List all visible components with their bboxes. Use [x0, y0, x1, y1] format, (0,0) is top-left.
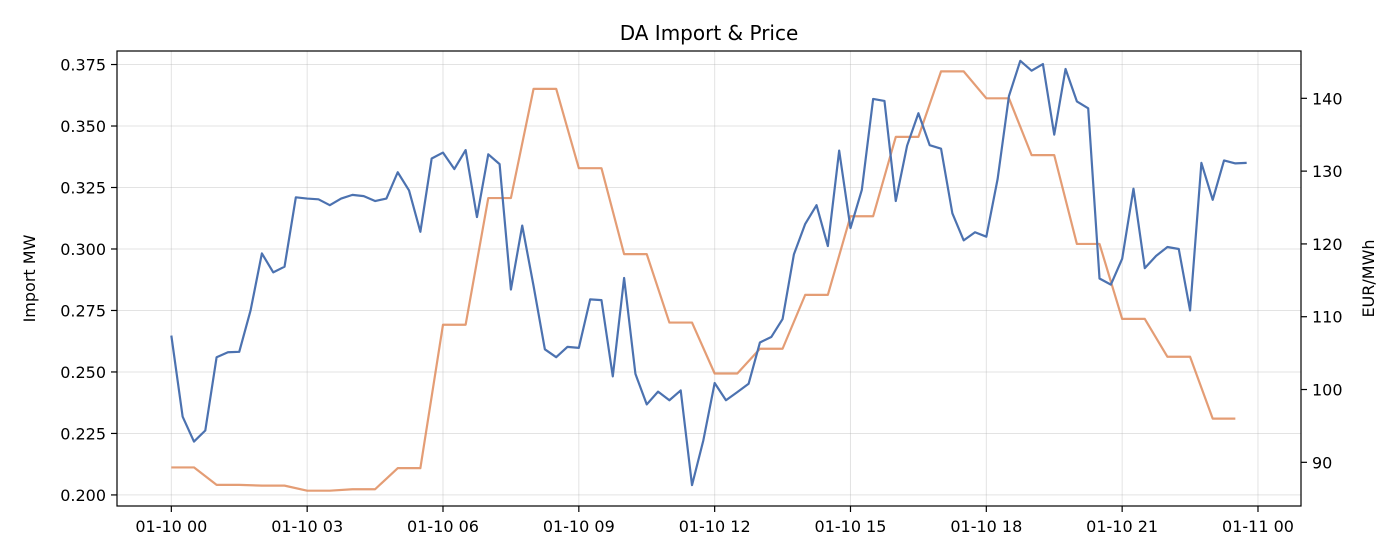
- y-axis-title: Import MW: [20, 234, 39, 322]
- x-tick-label: 01-10 09: [543, 517, 615, 536]
- y-tick-label: 0.350: [60, 117, 106, 136]
- y2-tick-label: 140: [1312, 89, 1343, 108]
- chart-title: DA Import & Price: [620, 21, 799, 45]
- x-tick-label: 01-10 21: [1086, 517, 1158, 536]
- x-tick-label: 01-10 00: [135, 517, 207, 536]
- y2-tick-label: 130: [1312, 162, 1343, 181]
- price-line: [171, 70, 1236, 492]
- x-tick-label: 01-10 18: [950, 517, 1022, 536]
- y2-tick-label: 110: [1312, 308, 1343, 327]
- y-tick-label: 0.275: [60, 301, 106, 320]
- series-layer: [170, 59, 1247, 492]
- y-tick-label: 0.375: [60, 56, 106, 75]
- x-tick-label: 01-10 03: [271, 517, 343, 536]
- y-tick-label: 0.250: [60, 363, 106, 382]
- axis-layer: 01-10 00 01-10 03 01-10 06 01-10 09 01-10 12…: [60, 56, 1342, 536]
- y2-tick-label: 100: [1312, 381, 1343, 400]
- y-tick-label: 0.225: [60, 424, 106, 443]
- grid-layer: [117, 51, 1301, 506]
- x-tick-label: 01-10 12: [679, 517, 751, 536]
- x-tick-label: 01-10 15: [815, 517, 887, 536]
- y-tick-label: 0.200: [60, 486, 106, 505]
- import-line: [170, 59, 1247, 487]
- y-tick-label: 0.300: [60, 240, 106, 259]
- plot-frame: [116, 50, 1302, 507]
- y2-tick-label: 120: [1312, 235, 1343, 254]
- y-tick-label: 0.325: [60, 179, 106, 198]
- x-tick-label: 01-10 06: [407, 517, 479, 536]
- y2-tick-label: 90: [1312, 453, 1332, 472]
- y2-axis-title: EUR/MWh: [1359, 239, 1378, 317]
- x-tick-label: 01-11 00: [1222, 517, 1294, 536]
